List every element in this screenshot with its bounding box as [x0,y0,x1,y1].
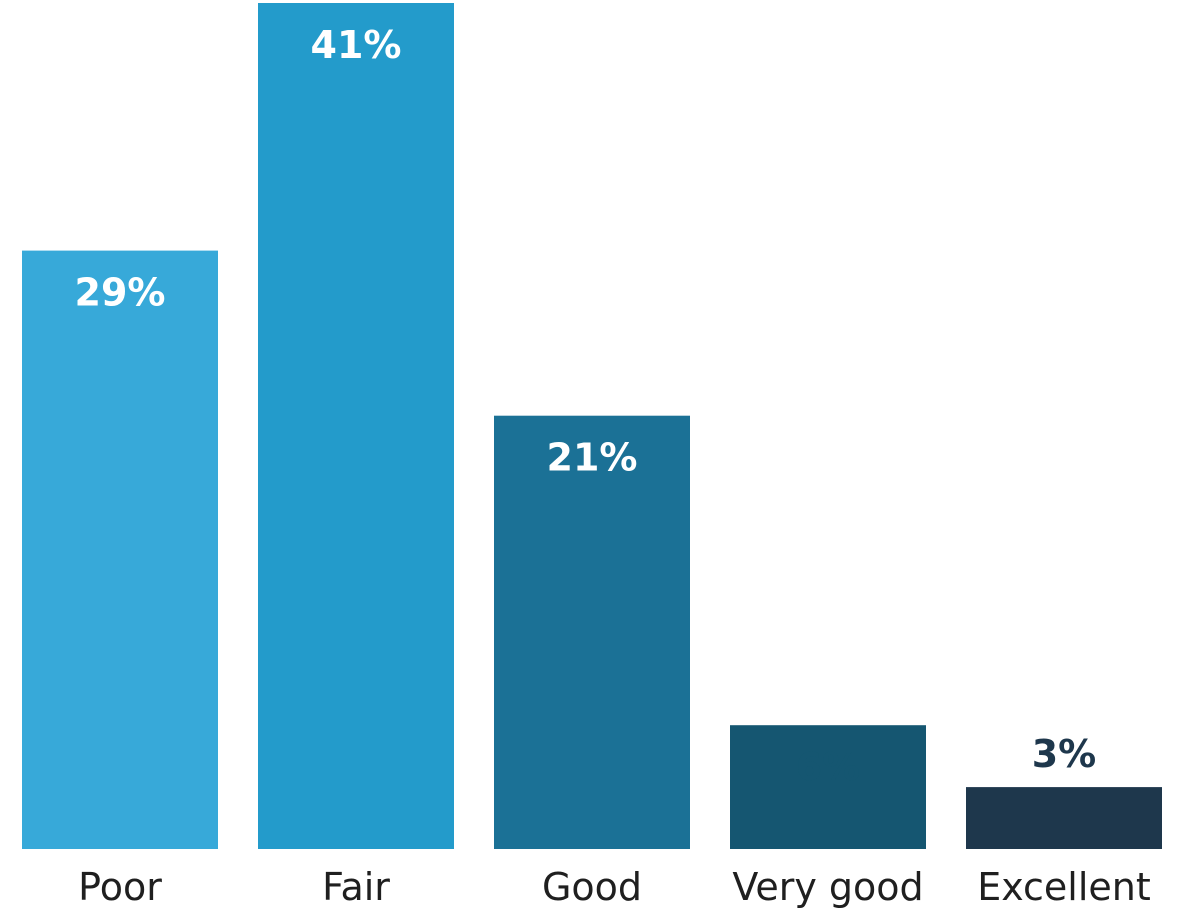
value-labels-group: 29% 41% 21% 6% 3% [75,23,1097,789]
category-labels-group: Poor Fair Good Very good Excellent [78,865,1151,909]
value-label-very-good: 6% [796,745,861,789]
category-label-very-good: Very good [732,865,923,909]
category-label-good: Good [542,865,642,909]
bar-fair [258,3,454,849]
value-label-poor: 29% [75,271,166,315]
value-label-excellent: 3% [1032,732,1097,776]
value-label-good: 21% [547,436,638,480]
category-label-poor: Poor [78,865,162,909]
bars-group [22,3,1162,850]
category-label-excellent: Excellent [977,865,1151,909]
value-label-fair: 41% [311,23,402,67]
category-label-fair: Fair [322,865,390,909]
bar-poor [22,250,218,850]
bar-good [494,415,690,849]
bar-excellent [966,787,1162,849]
bar-very-good [730,725,926,849]
